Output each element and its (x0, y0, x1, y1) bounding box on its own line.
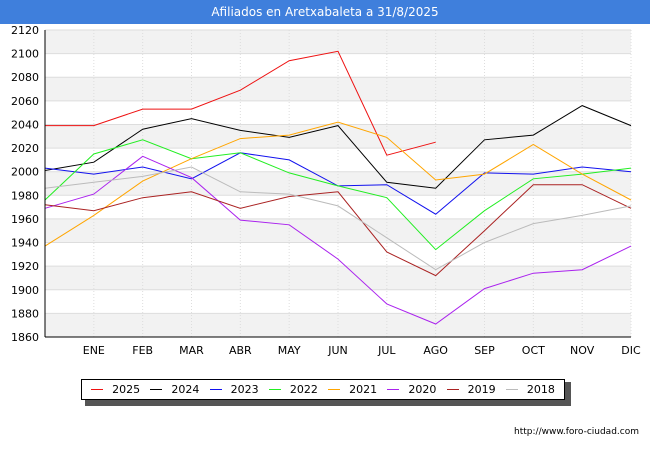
legend-label: 2023 (230, 383, 259, 396)
y-tick-label: 1860 (11, 331, 39, 344)
legend-swatch (446, 389, 459, 390)
legend-item-2021: 2021 (328, 383, 377, 396)
x-tick-label: MAR (179, 344, 204, 357)
legend-item-2018: 2018 (505, 383, 555, 396)
x-axis-ticks: ENE FEB MAR ABR MAY JUN JUL AGO SEP OCT NOV DIC (83, 344, 641, 357)
grid-band (45, 77, 631, 101)
grid-band (45, 289, 631, 314)
legend-item-2023: 2023 (209, 383, 259, 396)
legend-swatch (150, 389, 163, 390)
y-tick-label: 2120 (11, 24, 39, 37)
y-tick-label: 2020 (11, 142, 39, 155)
legend-item-2025: 2025 (91, 383, 140, 396)
y-axis-ticks: 1860 1880 1900 1920 1940 1960 1980 2000 2020 2040… (11, 24, 39, 344)
y-tick-label: 1980 (11, 189, 39, 202)
series-line-2022 (44, 139, 632, 251)
legend-label: 2022 (289, 383, 318, 396)
legend-swatch (328, 389, 341, 390)
y-tick-label: 2080 (11, 71, 39, 84)
y-tick-label: 1880 (11, 307, 39, 320)
legend: 2025 2024 2023 2022 2021 2020 2019 2018 (81, 379, 565, 400)
y-tick-label: 2060 (11, 95, 39, 108)
y-tick-label: 2100 (11, 48, 39, 61)
x-tick-label: MAY (278, 344, 301, 357)
series-line-2019 (44, 184, 632, 277)
legend-swatch (505, 389, 518, 390)
y-tick-label: 1900 (11, 284, 39, 297)
x-tick-label: ABR (229, 344, 252, 357)
x-tick-label: OCT (522, 344, 545, 357)
y-tick-label: 1920 (11, 260, 39, 273)
legend-swatch (268, 389, 281, 390)
x-tick-label: AGO (423, 344, 448, 357)
legend-swatch (209, 389, 222, 390)
legend-item-2024: 2024 (150, 383, 199, 396)
series-line-2025 (45, 50, 436, 156)
x-tick-label: ENE (83, 344, 105, 357)
legend-label: 2024 (171, 383, 200, 396)
legend-item-2022: 2022 (268, 383, 318, 396)
legend-label: 2020 (408, 383, 437, 396)
x-tick-label: DIC (621, 344, 641, 357)
x-tick-label: JUN (327, 344, 348, 357)
grid-band (45, 53, 631, 78)
x-tick-label: FEB (132, 344, 153, 357)
legend-item-2020: 2020 (387, 383, 436, 396)
series-lines (44, 50, 632, 325)
grid-band (45, 124, 631, 149)
x-tick-label: SEP (474, 344, 495, 357)
grid-band (45, 242, 631, 267)
y-tick-label: 1960 (11, 213, 39, 226)
source-credit: http://www.foro-ciudad.com (514, 427, 639, 437)
series-line-2021 (44, 121, 632, 247)
legend-label: 2018 (526, 383, 555, 396)
chart-title: Afiliados en Aretxabaleta a 31/8/2025 (0, 0, 650, 24)
grid-band (45, 266, 631, 290)
grid-band (45, 313, 631, 337)
line-chart: 1860 1880 1900 1920 1940 1960 1980 2000 2020 2040… (11, 24, 641, 357)
series-line-2024 (44, 105, 632, 189)
y-tick-label: 2000 (11, 166, 39, 179)
legend-label: 2021 (349, 383, 378, 396)
grid-band (45, 30, 631, 54)
legend-swatch (387, 389, 400, 390)
legend-label: 2025 (112, 383, 141, 396)
legend-label: 2019 (467, 383, 496, 396)
series-line-2018 (44, 166, 632, 271)
y-tick-label: 2040 (11, 118, 39, 131)
legend-swatch (91, 389, 104, 390)
x-tick-label: JUL (377, 344, 396, 357)
y-tick-label: 1940 (11, 237, 39, 250)
series-line-2020 (44, 155, 632, 325)
grid-band (45, 218, 631, 243)
legend-item-2019: 2019 (446, 383, 496, 396)
x-tick-label: NOV (570, 344, 595, 357)
axes (44, 30, 631, 338)
